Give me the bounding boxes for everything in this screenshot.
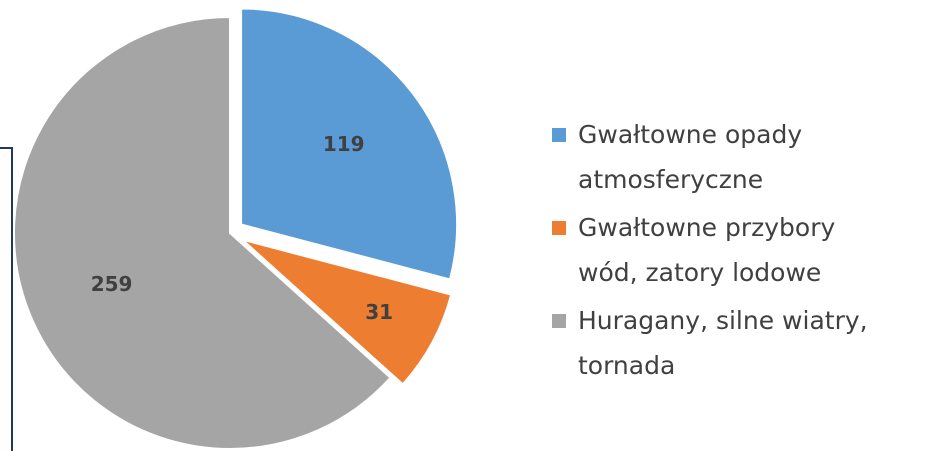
legend-item: Gwałtowne opady atmosferyczne bbox=[552, 112, 882, 202]
data-label: 119 bbox=[323, 132, 365, 156]
legend-swatch bbox=[552, 128, 566, 142]
pie: 119 31 259 bbox=[13, 7, 459, 450]
legend: Gwałtowne opady atmosferyczne Gwałtowne p… bbox=[552, 112, 882, 391]
pie-slice bbox=[241, 238, 453, 386]
data-label: 31 bbox=[365, 300, 393, 324]
data-label: 259 bbox=[91, 272, 133, 296]
legend-swatch bbox=[552, 314, 566, 328]
legend-label: Gwałtowne przybory wód, zatory lodowe bbox=[578, 213, 836, 287]
legend-label: Gwałtowne opady atmosferyczne bbox=[578, 120, 803, 194]
legend-item: Gwałtowne przybory wód, zatory lodowe bbox=[552, 205, 882, 295]
legend-swatch bbox=[552, 221, 566, 235]
legend-item: Huragany, silne wiatry, tornada bbox=[552, 298, 882, 388]
frame-edge bbox=[0, 147, 13, 451]
legend-label: Huragany, silne wiatry, tornada bbox=[578, 306, 868, 380]
pie-slice bbox=[13, 15, 392, 450]
pie-slice bbox=[240, 7, 459, 281]
